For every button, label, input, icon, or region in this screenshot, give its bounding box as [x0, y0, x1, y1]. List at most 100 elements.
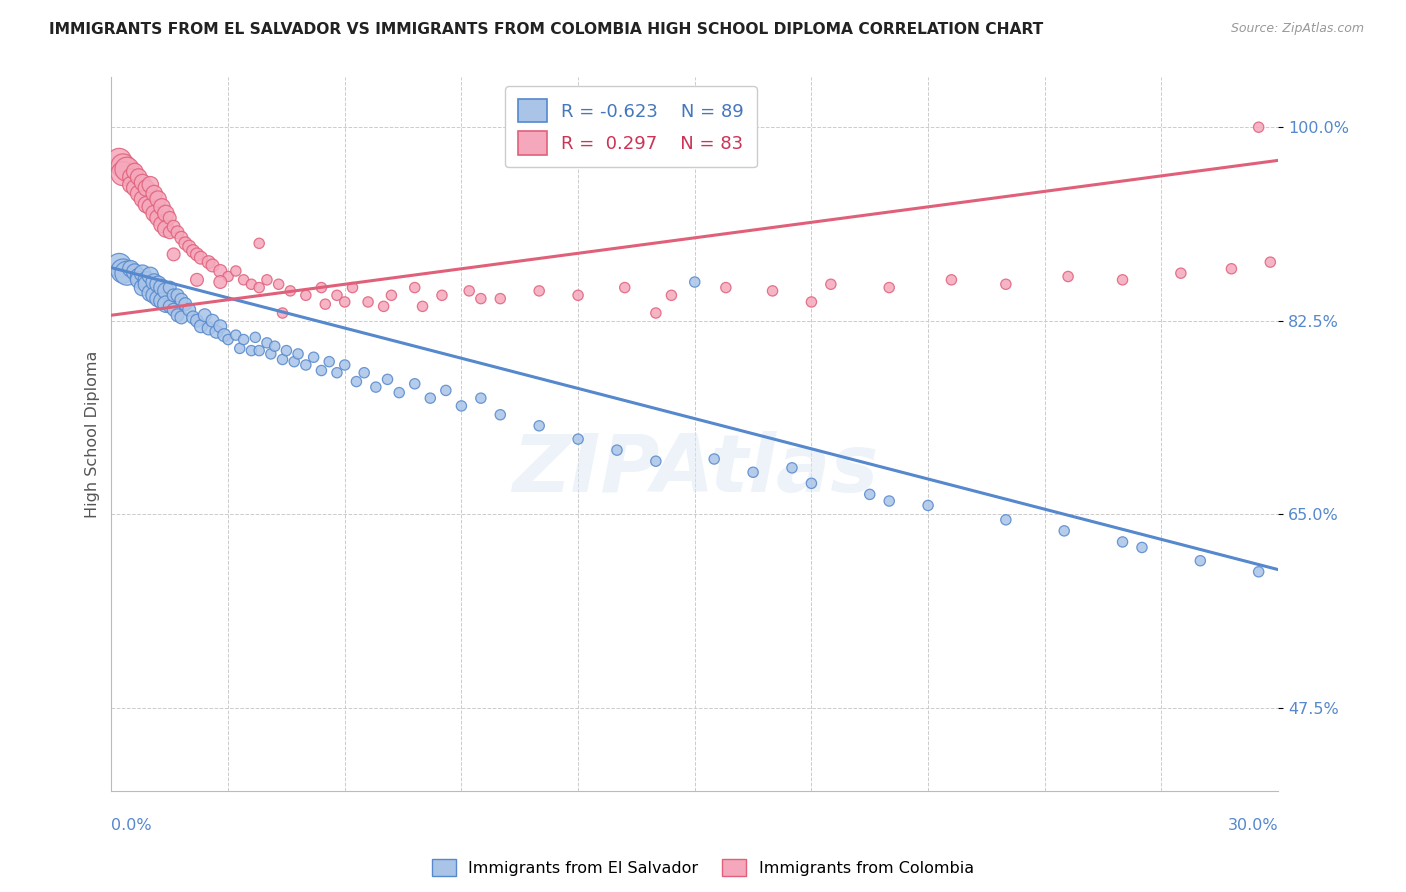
- Point: [260, 347, 283, 361]
- Point: [373, 299, 395, 313]
- Point: [994, 513, 1017, 527]
- Point: [139, 268, 162, 283]
- Point: [271, 352, 294, 367]
- Point: [295, 358, 318, 372]
- Point: [150, 200, 173, 214]
- Point: [166, 225, 188, 239]
- Point: [150, 280, 173, 294]
- Point: [179, 302, 201, 317]
- Point: [703, 452, 725, 467]
- Legend: R = -0.623    N = 89, R =  0.297    N = 83: R = -0.623 N = 89, R = 0.297 N = 83: [505, 87, 756, 167]
- Point: [240, 343, 263, 358]
- Point: [326, 366, 349, 380]
- Point: [197, 321, 219, 335]
- Point: [606, 443, 628, 458]
- Point: [311, 280, 333, 294]
- Point: [489, 408, 512, 422]
- Point: [318, 354, 340, 368]
- Point: [162, 288, 184, 302]
- Text: 30.0%: 30.0%: [1227, 819, 1278, 833]
- Point: [135, 273, 157, 287]
- Point: [139, 286, 162, 301]
- Text: 0.0%: 0.0%: [111, 819, 152, 833]
- Point: [150, 218, 173, 232]
- Point: [877, 280, 900, 294]
- Point: [458, 284, 481, 298]
- Point: [311, 363, 333, 377]
- Point: [155, 222, 177, 236]
- Point: [661, 288, 683, 302]
- Text: ZIPAtlas: ZIPAtlas: [512, 431, 877, 508]
- Text: IMMIGRANTS FROM EL SALVADOR VS IMMIGRANTS FROM COLOMBIA HIGH SCHOOL DIPLOMA CORR: IMMIGRANTS FROM EL SALVADOR VS IMMIGRANT…: [49, 22, 1043, 37]
- Point: [247, 280, 270, 294]
- Point: [683, 275, 706, 289]
- Point: [170, 293, 193, 307]
- Point: [247, 236, 270, 251]
- Point: [232, 273, 254, 287]
- Point: [470, 292, 492, 306]
- Point: [800, 476, 823, 491]
- Point: [124, 164, 146, 178]
- Point: [859, 487, 882, 501]
- Point: [143, 186, 166, 201]
- Point: [159, 280, 181, 294]
- Point: [186, 314, 208, 328]
- Point: [489, 292, 512, 306]
- Point: [162, 219, 184, 234]
- Point: [170, 310, 193, 325]
- Point: [135, 197, 157, 211]
- Point: [128, 269, 150, 284]
- Point: [1111, 273, 1133, 287]
- Point: [295, 288, 318, 302]
- Point: [314, 297, 336, 311]
- Point: [470, 391, 492, 405]
- Point: [120, 178, 142, 192]
- Point: [917, 499, 939, 513]
- Point: [159, 211, 181, 225]
- Point: [120, 261, 142, 276]
- Point: [877, 494, 900, 508]
- Point: [357, 295, 380, 310]
- Point: [225, 328, 247, 343]
- Point: [276, 343, 298, 358]
- Point: [209, 275, 232, 289]
- Point: [287, 347, 309, 361]
- Point: [159, 299, 181, 313]
- Point: [190, 251, 212, 265]
- Point: [1057, 269, 1080, 284]
- Point: [342, 280, 364, 294]
- Point: [146, 292, 169, 306]
- Point: [120, 169, 142, 184]
- Point: [388, 385, 411, 400]
- Point: [217, 269, 239, 284]
- Point: [112, 264, 135, 278]
- Point: [143, 275, 166, 289]
- Point: [714, 280, 737, 294]
- Point: [131, 280, 153, 294]
- Point: [181, 310, 204, 325]
- Point: [201, 259, 224, 273]
- Point: [941, 273, 963, 287]
- Point: [256, 273, 278, 287]
- Point: [146, 277, 169, 292]
- Point: [131, 192, 153, 206]
- Point: [527, 284, 550, 298]
- Point: [994, 277, 1017, 292]
- Point: [267, 277, 290, 292]
- Point: [174, 236, 197, 251]
- Point: [430, 288, 453, 302]
- Point: [128, 169, 150, 184]
- Point: [800, 295, 823, 310]
- Point: [434, 384, 457, 398]
- Point: [256, 335, 278, 350]
- Point: [166, 308, 188, 322]
- Point: [283, 354, 305, 368]
- Point: [247, 343, 270, 358]
- Point: [209, 319, 232, 334]
- Point: [155, 297, 177, 311]
- Point: [364, 380, 387, 394]
- Point: [412, 299, 434, 313]
- Point: [225, 264, 247, 278]
- Point: [380, 288, 402, 302]
- Point: [139, 200, 162, 214]
